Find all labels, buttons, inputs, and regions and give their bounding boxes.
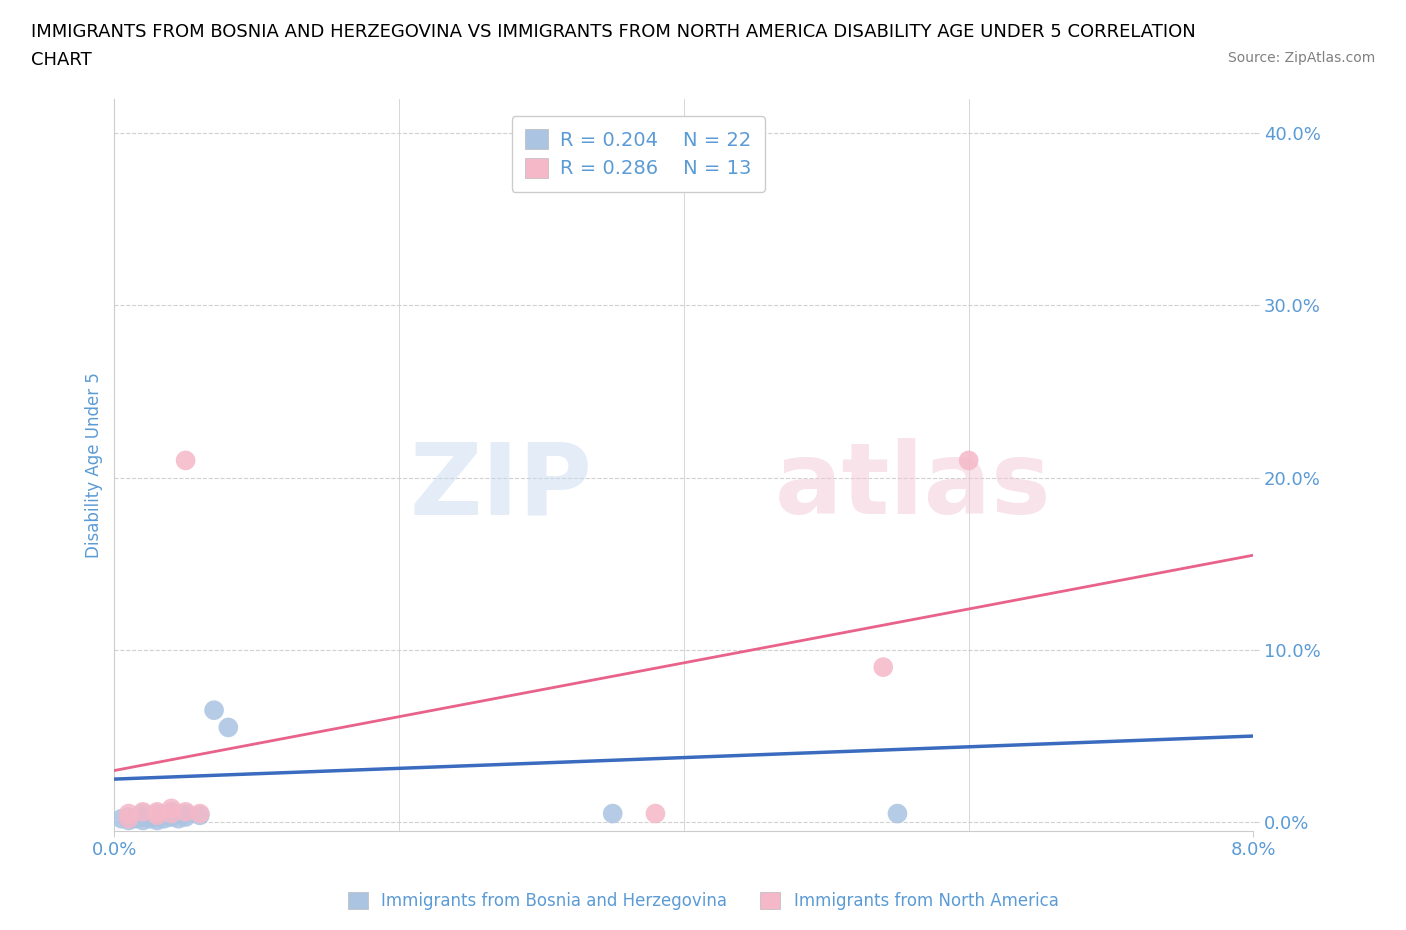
Point xyxy=(167,811,190,826)
Point xyxy=(117,806,139,821)
Point xyxy=(174,806,197,821)
Point xyxy=(217,720,239,735)
Point xyxy=(132,804,155,819)
Text: IMMIGRANTS FROM BOSNIA AND HERZEGOVINA VS IMMIGRANTS FROM NORTH AMERICA DISABILI: IMMIGRANTS FROM BOSNIA AND HERZEGOVINA V… xyxy=(31,23,1195,41)
Point xyxy=(146,813,169,828)
Point xyxy=(202,703,225,718)
Point xyxy=(188,806,211,821)
Y-axis label: Disability Age Under 5: Disability Age Under 5 xyxy=(86,372,103,558)
Point xyxy=(117,809,139,824)
Point xyxy=(146,808,169,823)
Point xyxy=(872,659,894,674)
Point xyxy=(160,806,183,821)
Text: atlas: atlas xyxy=(775,438,1052,535)
Point xyxy=(153,811,176,826)
Point xyxy=(132,813,155,828)
Point xyxy=(602,806,624,821)
Point xyxy=(174,809,197,824)
Point xyxy=(160,801,183,816)
Point xyxy=(160,804,183,819)
Text: ZIP: ZIP xyxy=(411,438,593,535)
Point xyxy=(886,806,908,821)
Point xyxy=(125,811,148,826)
Point xyxy=(174,804,197,819)
Point xyxy=(117,811,139,826)
Point xyxy=(160,809,183,824)
Point xyxy=(139,811,162,826)
Point xyxy=(146,804,169,819)
Point xyxy=(146,809,169,824)
Point xyxy=(174,453,197,468)
Legend: Immigrants from Bosnia and Herzegovina, Immigrants from North America: Immigrants from Bosnia and Herzegovina, … xyxy=(340,885,1066,917)
Point xyxy=(146,806,169,821)
Point xyxy=(110,811,132,826)
Legend: R = 0.204    N = 22, R = 0.286    N = 13: R = 0.204 N = 22, R = 0.286 N = 13 xyxy=(512,115,765,192)
Point xyxy=(188,808,211,823)
Point xyxy=(117,813,139,828)
Point xyxy=(644,806,666,821)
Point xyxy=(132,806,155,821)
Point xyxy=(957,453,980,468)
Text: Source: ZipAtlas.com: Source: ZipAtlas.com xyxy=(1227,51,1375,65)
Point xyxy=(132,809,155,824)
Text: CHART: CHART xyxy=(31,51,91,69)
